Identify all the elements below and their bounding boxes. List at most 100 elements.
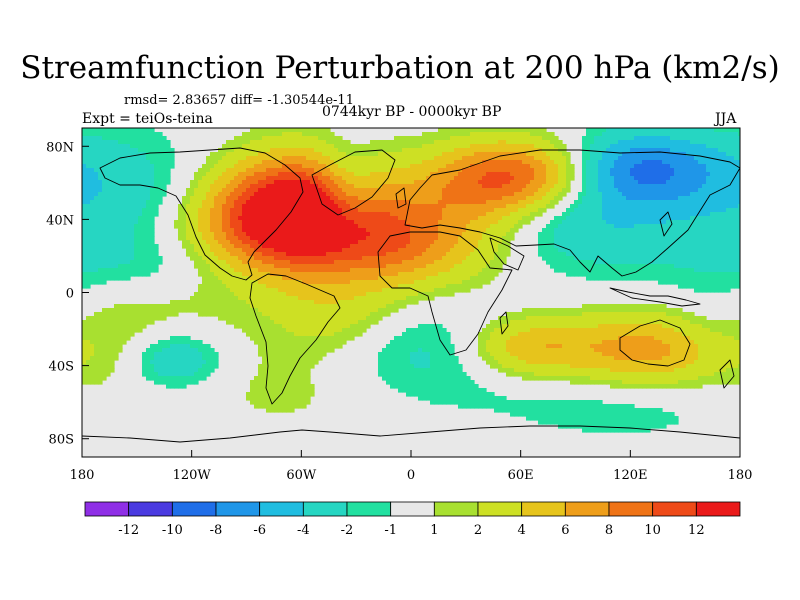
field-cell	[262, 264, 267, 269]
field-cell	[238, 148, 243, 153]
field-cell	[186, 248, 191, 253]
field-cell	[194, 340, 199, 345]
field-cell	[458, 248, 463, 253]
field-cell	[306, 200, 311, 205]
field-cell	[382, 376, 387, 381]
field-cell	[318, 208, 323, 213]
field-cell	[218, 216, 223, 221]
field-cell	[450, 244, 455, 249]
field-cell	[334, 276, 339, 281]
field-cell	[338, 244, 343, 249]
field-cell	[450, 280, 455, 285]
field-cell	[310, 252, 315, 257]
field-cell	[362, 244, 367, 249]
field-cell	[278, 200, 283, 205]
field-cell	[418, 360, 423, 365]
field-cell	[294, 224, 299, 229]
field-cell	[418, 168, 423, 173]
field-cell	[306, 284, 311, 289]
field-cell	[390, 252, 395, 257]
field-cell	[426, 340, 431, 345]
field-cell	[310, 140, 315, 145]
field-cell	[162, 372, 167, 377]
field-cell	[442, 200, 447, 205]
field-cell	[238, 244, 243, 249]
field-cell	[410, 276, 415, 281]
field-cell	[310, 348, 315, 353]
field-cell	[234, 300, 239, 305]
field-cell	[202, 164, 207, 169]
field-cell	[106, 248, 111, 253]
field-cell	[258, 188, 263, 193]
field-cell	[262, 224, 267, 229]
field-cell	[102, 180, 107, 185]
field-cell	[230, 180, 235, 185]
field-cell	[270, 404, 275, 409]
field-cell	[302, 220, 307, 225]
field-cell	[258, 380, 263, 385]
field-cell	[290, 160, 295, 165]
field-cell	[306, 324, 311, 329]
field-cell	[274, 340, 279, 345]
field-cell	[110, 360, 115, 365]
field-cell	[322, 304, 327, 309]
field-cell	[134, 316, 139, 321]
field-cell	[106, 144, 111, 149]
field-cell	[406, 148, 411, 153]
field-cell	[294, 320, 299, 325]
field-cell	[434, 148, 439, 153]
field-cell	[410, 256, 415, 261]
field-cell	[218, 232, 223, 237]
field-cell	[130, 132, 135, 137]
field-cell	[458, 280, 463, 285]
field-cell	[354, 216, 359, 221]
field-cell	[202, 288, 207, 293]
field-cell	[134, 164, 139, 169]
field-cell	[206, 176, 211, 181]
field-cell	[318, 256, 323, 261]
field-cell	[358, 188, 363, 193]
field-cell	[238, 240, 243, 245]
field-cell	[386, 252, 391, 257]
field-cell	[278, 308, 283, 313]
field-cell	[354, 188, 359, 193]
field-cell	[366, 300, 371, 305]
field-cell	[350, 208, 355, 213]
field-cell	[302, 232, 307, 237]
field-cell	[310, 156, 315, 161]
field-cell	[262, 140, 267, 145]
field-cell	[386, 344, 391, 349]
field-cell	[162, 184, 167, 189]
field-cell	[442, 160, 447, 165]
field-cell	[330, 196, 335, 201]
field-cell	[214, 208, 219, 213]
field-cell	[262, 172, 267, 177]
field-cell	[342, 256, 347, 261]
field-cell	[354, 248, 359, 253]
field-cell	[458, 160, 463, 165]
field-cell	[422, 348, 427, 353]
field-cell	[442, 216, 447, 221]
field-cell	[110, 344, 115, 349]
field-cell	[218, 152, 223, 157]
field-cell	[390, 356, 395, 361]
field-cell	[242, 240, 247, 245]
field-cell	[238, 300, 243, 305]
field-cell	[354, 220, 359, 225]
field-cell	[226, 304, 231, 309]
field-cell	[266, 252, 271, 257]
field-cell	[342, 288, 347, 293]
field-cell	[270, 128, 275, 133]
field-cell	[282, 180, 287, 185]
field-cell	[154, 212, 159, 217]
field-cell	[422, 196, 427, 201]
field-cell	[386, 192, 391, 197]
field-cell	[406, 224, 411, 229]
field-cell	[362, 324, 367, 329]
field-cell	[390, 380, 395, 385]
field-cell	[122, 260, 127, 265]
field-cell	[438, 384, 443, 389]
field-cell	[194, 368, 199, 373]
field-cell	[82, 268, 87, 273]
field-cell	[106, 156, 111, 161]
